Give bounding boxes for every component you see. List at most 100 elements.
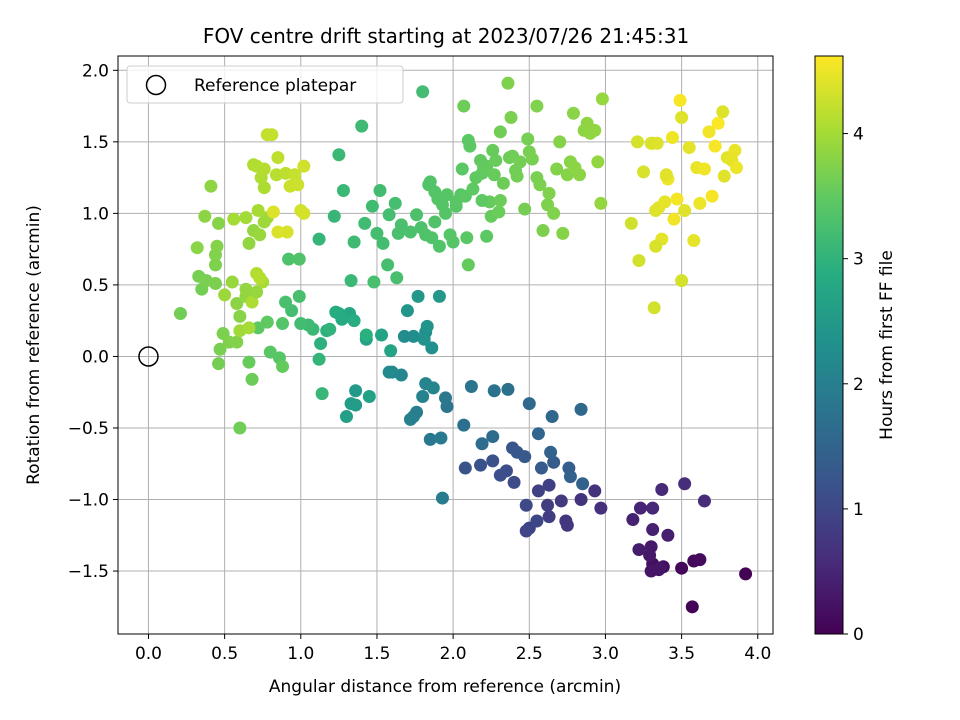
scatter-point bbox=[632, 543, 646, 557]
scatter-point bbox=[362, 390, 376, 404]
scatter-point bbox=[449, 199, 463, 213]
x-tick-label: 0.0 bbox=[135, 644, 162, 664]
x-axis-label: Angular distance from reference (arcmin) bbox=[269, 677, 621, 697]
scatter-point bbox=[493, 125, 507, 139]
scatter-point bbox=[266, 205, 280, 219]
scatter-point bbox=[434, 431, 448, 445]
scatter-point bbox=[626, 513, 640, 527]
scatter-point bbox=[474, 153, 488, 167]
scatter-point bbox=[344, 274, 358, 288]
scatter-point bbox=[646, 523, 660, 537]
scatter-point bbox=[257, 162, 271, 176]
scatter-point bbox=[212, 357, 226, 371]
scatter-point bbox=[242, 236, 256, 250]
scatter-point bbox=[291, 178, 305, 192]
scatter-point bbox=[463, 139, 477, 153]
scatter-point bbox=[250, 285, 264, 299]
scatter-point bbox=[507, 475, 521, 489]
legend: Reference platepar bbox=[126, 65, 404, 104]
scatter-point bbox=[271, 151, 285, 165]
scatter-point bbox=[644, 540, 658, 554]
scatter-point bbox=[475, 437, 489, 451]
scatter-point bbox=[400, 304, 414, 318]
scatter-point bbox=[288, 168, 302, 182]
scatter-point bbox=[544, 445, 558, 459]
scatter-point bbox=[388, 196, 402, 210]
scatter-point bbox=[547, 455, 561, 469]
y-axis-ticks: −1.5 −1.0 −0.5 0.0 0.5 1.0 1.5 2.0 bbox=[68, 61, 118, 582]
x-tick-label: 1.5 bbox=[363, 644, 390, 664]
colorbar-tick-label: 0 bbox=[853, 625, 864, 645]
scatter-point bbox=[253, 228, 267, 242]
scatter-point bbox=[279, 295, 293, 309]
scatter-point bbox=[370, 226, 384, 240]
scatter-point bbox=[420, 319, 434, 333]
legend-box bbox=[126, 65, 404, 104]
scatter-point bbox=[588, 123, 602, 137]
scatter-point bbox=[519, 498, 533, 512]
scatter-point bbox=[496, 176, 510, 190]
scatter-point bbox=[659, 168, 673, 182]
scatter-point bbox=[282, 252, 296, 266]
scatter-point bbox=[212, 216, 226, 230]
scatter-point bbox=[632, 254, 646, 268]
scatter-point bbox=[245, 295, 259, 309]
scatter-point bbox=[647, 301, 661, 315]
scatter-point bbox=[245, 372, 259, 386]
scatter-point bbox=[675, 111, 689, 125]
scatter-point bbox=[423, 175, 437, 189]
scatter-point bbox=[381, 258, 395, 272]
scatter-point bbox=[367, 275, 381, 289]
scatter-point bbox=[739, 567, 753, 581]
scatter-point bbox=[560, 518, 574, 532]
scatter-point bbox=[547, 206, 561, 220]
scatter-point bbox=[534, 461, 548, 475]
scatter-point bbox=[510, 169, 524, 183]
scatter-point bbox=[416, 85, 430, 99]
scatter-point bbox=[347, 235, 361, 249]
scatter-point bbox=[637, 165, 651, 179]
scatter-point bbox=[435, 491, 449, 505]
scatter-point bbox=[492, 205, 506, 219]
scatter-point bbox=[173, 307, 187, 321]
scatter-point bbox=[697, 494, 711, 508]
scatter-point bbox=[661, 528, 675, 542]
colorbar-tick-label: 4 bbox=[853, 125, 864, 145]
scatter-point bbox=[312, 352, 326, 366]
scatter-point bbox=[428, 215, 442, 229]
scatter-point bbox=[685, 600, 699, 614]
scatter-point bbox=[678, 204, 692, 218]
y-tick-label: 2.0 bbox=[82, 61, 109, 81]
scatter-point bbox=[458, 461, 472, 475]
scatter-point bbox=[474, 458, 488, 472]
scatter-point bbox=[521, 132, 535, 146]
y-tick-label: 0.0 bbox=[82, 347, 109, 367]
scatter-point bbox=[574, 402, 588, 416]
scatter-point bbox=[425, 341, 439, 355]
scatter-point bbox=[242, 321, 256, 335]
scatter-point bbox=[375, 328, 389, 342]
scatter-point bbox=[466, 182, 480, 196]
scatter-point bbox=[432, 289, 446, 303]
scatter-point bbox=[403, 225, 417, 239]
scatter-point bbox=[384, 344, 398, 358]
scatter-point bbox=[210, 239, 224, 253]
colorbar: 0 1 2 3 4 Hours from first FF file bbox=[814, 55, 897, 645]
scatter-point bbox=[432, 239, 446, 253]
scatter-point bbox=[336, 183, 350, 197]
scatter-point bbox=[198, 209, 212, 223]
scatter-point bbox=[697, 162, 711, 176]
x-tick-label: 3.5 bbox=[668, 644, 695, 664]
scatter-point bbox=[280, 225, 294, 239]
scatter-point bbox=[457, 418, 471, 432]
scatter-point bbox=[417, 332, 431, 346]
scatter-point bbox=[530, 99, 544, 113]
scatter-point bbox=[439, 206, 452, 220]
scatter-point bbox=[542, 510, 556, 524]
colorbar-gradient bbox=[814, 55, 844, 635]
scatter-point bbox=[682, 141, 696, 155]
scatter-point bbox=[208, 276, 222, 290]
scatter-point bbox=[292, 252, 306, 266]
y-tick-label: −0.5 bbox=[68, 419, 109, 439]
scatter-point bbox=[190, 241, 204, 255]
